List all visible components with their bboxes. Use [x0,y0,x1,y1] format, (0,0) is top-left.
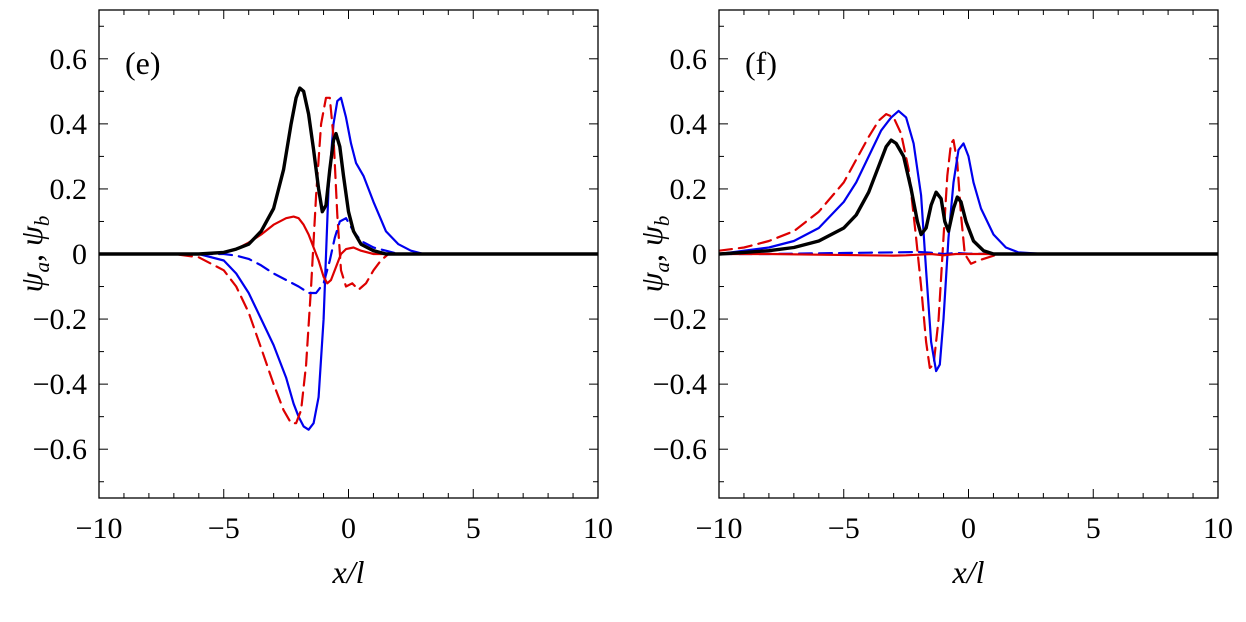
y-tick-label: −0.6 [33,433,87,466]
series-line-4 [99,215,598,285]
y-tick-label: 0.4 [50,108,88,141]
series-line-2 [719,109,1218,373]
y-tick-label: −0.4 [33,368,87,401]
x-tick-label: −5 [828,512,860,545]
y-tick-label: −0.2 [33,303,87,336]
y-tick-label: 0 [692,238,707,271]
x-tick-label: 5 [1086,512,1101,545]
y-tick-label: 0.2 [50,173,88,206]
x-tick-label: −5 [208,512,240,545]
y-tick-label: 0.6 [50,43,88,76]
series-line-5 [719,138,1218,256]
y-tick-label: −0.4 [653,368,707,401]
y-tick-label: −0.2 [653,303,707,336]
series-line-3 [99,217,598,295]
chart-panel-e: −10 −5 0 5 10 −0.6 −0.4 −0.2 0 0.2 0.4 0.6 x/l ψa, ψb… [13,9,613,590]
y-tick-label: 0.4 [670,108,708,141]
series-line-1 [719,113,1218,369]
panel-label: (f) [745,45,777,81]
x-tick-label: 5 [466,512,481,545]
x-tick-label: −10 [696,512,743,545]
x-tick-label: −10 [76,512,123,545]
x-tick-label: 10 [583,512,613,545]
x-tick-label: 0 [341,512,356,545]
y-axis-label: ψa, ψb [633,216,674,293]
y-tick-label: 0.6 [670,43,708,76]
series-line-2 [99,96,598,425]
y-tick-label: −0.6 [653,433,707,466]
series-line-4 [719,252,1218,257]
y-tick-label: 0 [72,238,87,271]
x-axis-label: x/l [332,554,365,590]
series-line-5 [99,86,598,256]
y-axis-label: ψa, ψb [13,216,54,293]
x-axis-label: x/l [952,554,985,590]
chart-panel-f: −10 −5 0 5 10 −0.6 −0.4 −0.2 0 0.2 0.4 0.6 x/l ψa, ψb… [633,9,1233,590]
panel-label: (e) [125,45,161,81]
x-tick-label: 10 [1203,512,1233,545]
y-tick-label: 0.2 [670,173,708,206]
x-tick-label: 0 [961,512,976,545]
series-line-1 [99,96,598,431]
